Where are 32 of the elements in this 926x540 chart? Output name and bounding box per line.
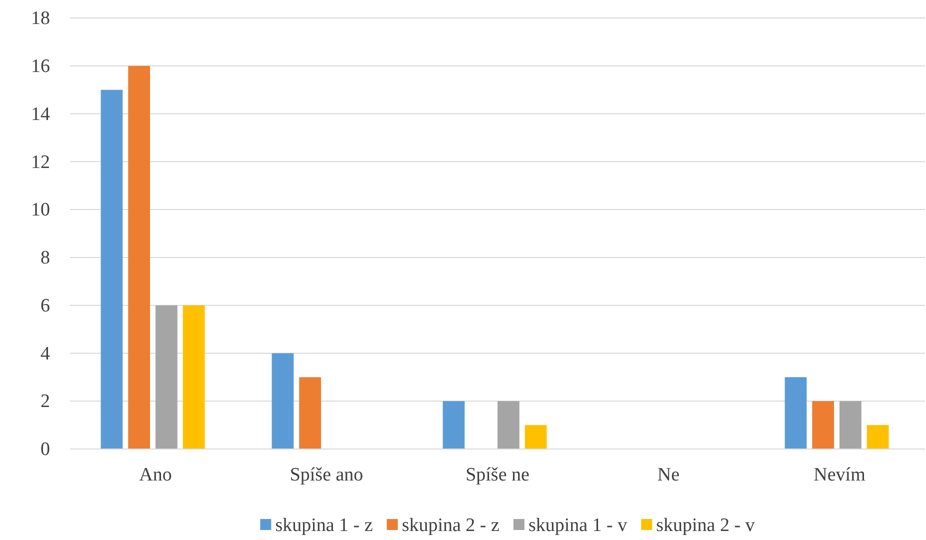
legend-label: skupina 2 - v bbox=[656, 515, 756, 536]
y-tick-label: 6 bbox=[40, 295, 50, 316]
legend-label: skupina 2 - z bbox=[402, 515, 500, 536]
y-tick-label: 2 bbox=[40, 391, 50, 412]
bar bbox=[442, 401, 465, 449]
bar bbox=[840, 401, 862, 449]
bar bbox=[866, 425, 889, 449]
bar bbox=[156, 305, 178, 449]
bar bbox=[128, 66, 150, 449]
y-tick-label: 8 bbox=[40, 248, 50, 269]
x-tick-label: Nevím bbox=[814, 464, 866, 486]
y-tick-label: 14 bbox=[31, 104, 50, 125]
bar bbox=[812, 401, 834, 449]
y-tick-label: 0 bbox=[40, 439, 50, 460]
bar bbox=[498, 401, 520, 449]
x-tick-label: Ano bbox=[139, 464, 172, 486]
legend-label: skupina 1 - v bbox=[528, 515, 628, 536]
legend-label: skupina 1 - z bbox=[275, 515, 373, 536]
bar bbox=[299, 377, 322, 449]
y-tick-label: 10 bbox=[31, 200, 50, 221]
bar bbox=[182, 305, 205, 449]
bar bbox=[272, 353, 294, 449]
bar bbox=[100, 90, 123, 449]
y-tick-label: 4 bbox=[40, 343, 50, 364]
y-tick-label: 12 bbox=[31, 152, 50, 173]
x-tick-label: Ne bbox=[657, 464, 680, 486]
y-tick-label: 18 bbox=[31, 8, 50, 30]
bar bbox=[784, 377, 807, 449]
x-tick-label: Spíše ano bbox=[290, 464, 364, 486]
bar bbox=[524, 425, 547, 449]
x-tick-label: Spíše ne bbox=[466, 464, 530, 486]
y-tick-label: 16 bbox=[31, 56, 50, 77]
